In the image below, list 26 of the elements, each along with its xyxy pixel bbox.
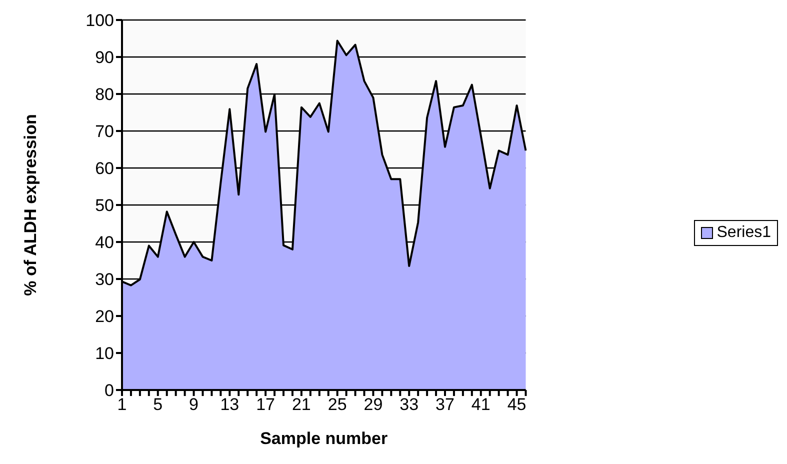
y-tick-label: 100 xyxy=(86,11,114,30)
x-axis-title: Sample number xyxy=(260,429,388,448)
x-tick-label: 17 xyxy=(256,395,276,414)
x-tick-label: 13 xyxy=(220,395,240,414)
y-tick-label: 70 xyxy=(95,122,114,142)
x-tick-label: 5 xyxy=(153,395,163,414)
y-tick-label: 50 xyxy=(95,196,114,216)
x-tick-label: 41 xyxy=(471,395,490,414)
x-tick-label: 9 xyxy=(189,395,199,414)
x-tick-label: 33 xyxy=(400,395,419,414)
y-tick-label: 40 xyxy=(95,233,114,252)
x-tick-label: 1 xyxy=(117,395,127,414)
y-tick-label: 10 xyxy=(95,344,114,364)
y-axis-title: % of ALDH expression xyxy=(21,114,40,296)
x-tick-label: 29 xyxy=(364,395,383,414)
y-tick-label: 90 xyxy=(95,48,114,68)
x-tick-label: 25 xyxy=(328,395,347,414)
x-tick-label: 21 xyxy=(292,395,311,414)
y-tick-label: 20 xyxy=(95,307,114,326)
y-tick-label: 0 xyxy=(104,381,114,400)
legend-label: Series1 xyxy=(716,224,771,242)
x-tick-label: 45 xyxy=(507,395,526,414)
y-tick-label: 60 xyxy=(95,159,114,178)
y-tick-label: 80 xyxy=(95,85,114,104)
x-tick-label: 37 xyxy=(436,395,454,414)
y-tick-label: 30 xyxy=(95,270,114,290)
